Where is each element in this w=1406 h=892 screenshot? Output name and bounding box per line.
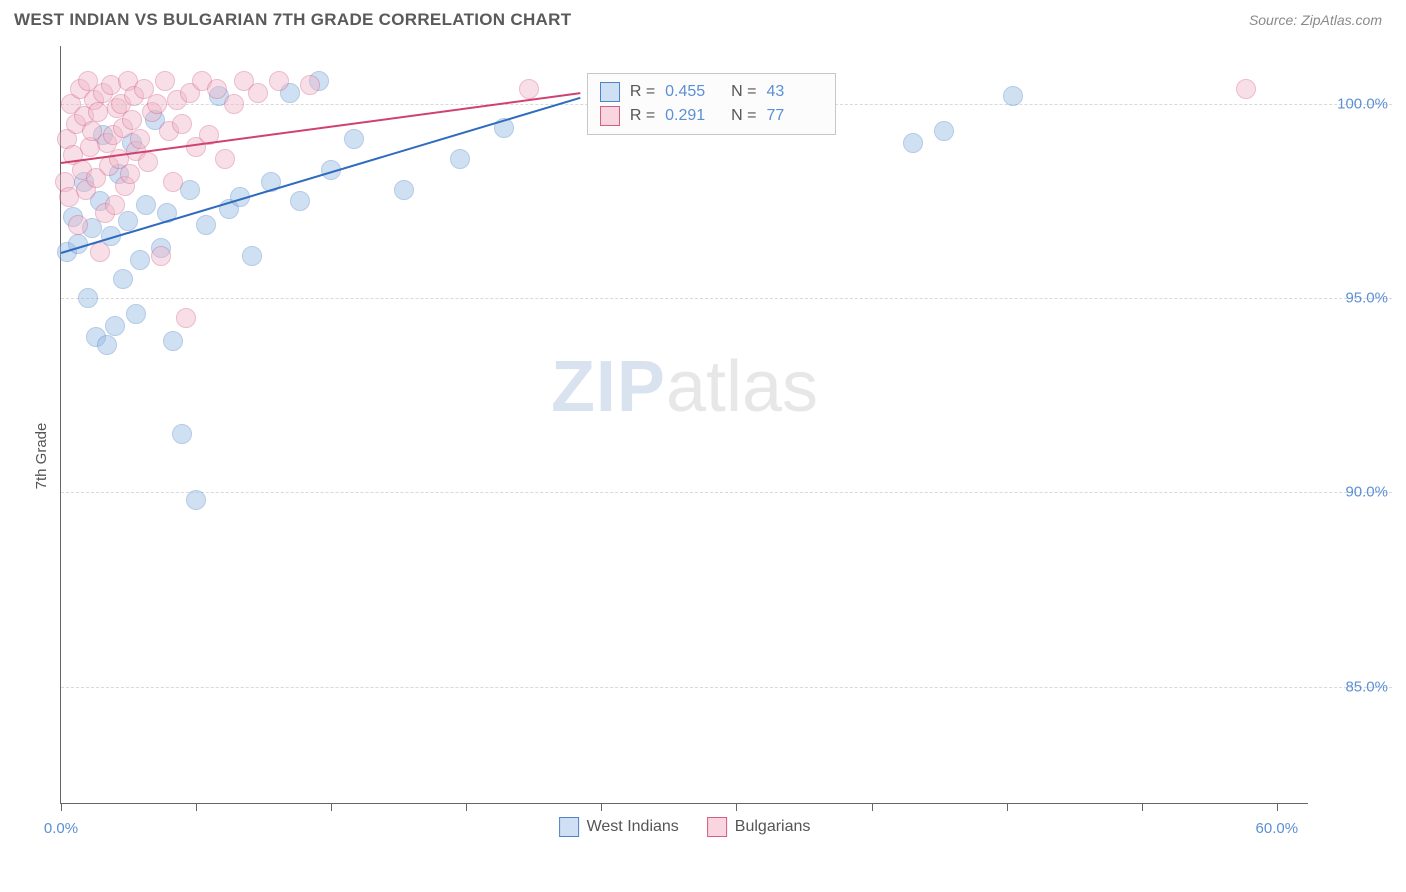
watermark: ZIPatlas xyxy=(551,346,818,428)
y-axis-label: 7th Grade xyxy=(33,423,50,490)
scatter-point xyxy=(120,164,140,184)
x-tick xyxy=(1277,803,1278,811)
y-tick-label: 95.0% xyxy=(1318,290,1388,307)
gridline xyxy=(61,492,1392,493)
r-value: 0.291 xyxy=(665,107,721,125)
scatter-point xyxy=(163,331,183,351)
x-tick xyxy=(872,803,873,811)
scatter-point xyxy=(155,71,175,91)
x-tick xyxy=(601,803,602,811)
n-label: N = xyxy=(731,107,756,125)
x-tick xyxy=(1007,803,1008,811)
r-label: R = xyxy=(630,83,655,101)
scatter-point xyxy=(450,149,470,169)
gridline xyxy=(61,298,1392,299)
scatter-point xyxy=(68,215,88,235)
scatter-point xyxy=(172,114,192,134)
scatter-point xyxy=(186,490,206,510)
scatter-point xyxy=(934,121,954,141)
legend-swatch xyxy=(559,817,579,837)
scatter-point xyxy=(122,110,142,130)
legend-swatch xyxy=(600,106,620,126)
scatter-point xyxy=(130,250,150,270)
series-legend: West Indians Bulgarians xyxy=(559,817,811,837)
scatter-point xyxy=(290,191,310,211)
scatter-point xyxy=(130,129,150,149)
scatter-point xyxy=(90,242,110,262)
x-tick xyxy=(196,803,197,811)
legend-swatch xyxy=(600,82,620,102)
series-legend-item: West Indians xyxy=(559,817,679,837)
chart-title: WEST INDIAN VS BULGARIAN 7TH GRADE CORRE… xyxy=(14,10,571,30)
scatter-point xyxy=(224,94,244,114)
scatter-point xyxy=(242,246,262,266)
x-tick-label: 60.0% xyxy=(1256,820,1299,837)
scatter-point xyxy=(207,79,227,99)
plot-area: ZIPatlas 85.0%90.0%95.0%100.0%0.0%60.0%R… xyxy=(60,46,1308,804)
x-tick xyxy=(466,803,467,811)
x-tick xyxy=(61,803,62,811)
n-value: 43 xyxy=(767,83,823,101)
scatter-point xyxy=(176,308,196,328)
scatter-point xyxy=(1003,86,1023,106)
x-tick xyxy=(331,803,332,811)
x-tick xyxy=(736,803,737,811)
scatter-point xyxy=(88,102,108,122)
watermark-part1: ZIP xyxy=(551,347,666,427)
scatter-point xyxy=(118,211,138,231)
n-value: 77 xyxy=(767,107,823,125)
scatter-point xyxy=(344,129,364,149)
scatter-point xyxy=(269,71,289,91)
scatter-point xyxy=(138,152,158,172)
scatter-point xyxy=(903,133,923,153)
series-legend-label: West Indians xyxy=(587,818,679,836)
series-legend-label: Bulgarians xyxy=(735,818,811,836)
scatter-point xyxy=(196,215,216,235)
scatter-point xyxy=(113,269,133,289)
stats-legend: R = 0.455 N = 43 R = 0.291 N = 77 xyxy=(587,73,836,135)
x-tick-label: 0.0% xyxy=(44,820,78,837)
legend-swatch xyxy=(707,817,727,837)
scatter-point xyxy=(126,304,146,324)
scatter-point xyxy=(248,83,268,103)
scatter-point xyxy=(105,195,125,215)
scatter-point xyxy=(1236,79,1256,99)
scatter-point xyxy=(300,75,320,95)
n-label: N = xyxy=(731,83,756,101)
chart-container: 7th Grade ZIPatlas 85.0%90.0%95.0%100.0%… xyxy=(14,40,1392,872)
scatter-point xyxy=(97,335,117,355)
stats-legend-row: R = 0.455 N = 43 xyxy=(600,80,823,104)
scatter-point xyxy=(163,172,183,192)
scatter-point xyxy=(394,180,414,200)
scatter-point xyxy=(215,149,235,169)
stats-legend-row: R = 0.291 N = 77 xyxy=(600,104,823,128)
r-label: R = xyxy=(630,107,655,125)
watermark-part2: atlas xyxy=(666,347,818,427)
scatter-point xyxy=(151,246,171,266)
r-value: 0.455 xyxy=(665,83,721,101)
y-tick-label: 85.0% xyxy=(1318,678,1388,695)
y-tick-label: 90.0% xyxy=(1318,484,1388,501)
scatter-point xyxy=(519,79,539,99)
x-tick xyxy=(1142,803,1143,811)
scatter-point xyxy=(105,316,125,336)
chart-source: Source: ZipAtlas.com xyxy=(1249,12,1382,28)
gridline xyxy=(61,687,1392,688)
series-legend-item: Bulgarians xyxy=(707,817,811,837)
y-tick-label: 100.0% xyxy=(1318,96,1388,113)
scatter-point xyxy=(136,195,156,215)
scatter-point xyxy=(147,94,167,114)
scatter-point xyxy=(172,424,192,444)
scatter-point xyxy=(78,288,98,308)
